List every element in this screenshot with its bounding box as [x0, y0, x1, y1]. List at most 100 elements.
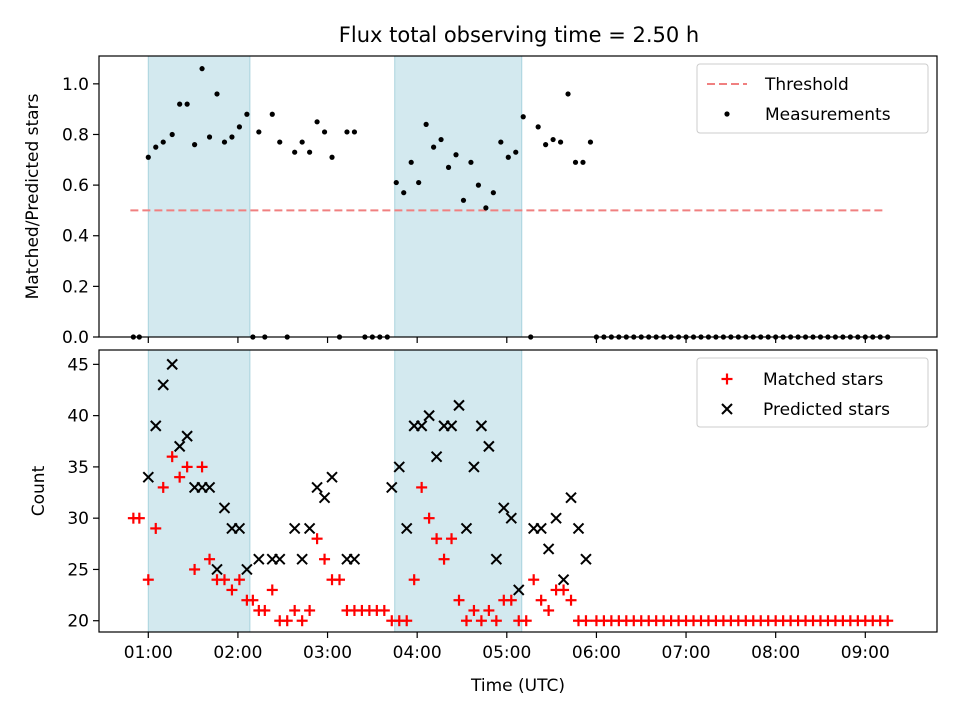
measurement-point — [505, 154, 511, 160]
predicted-star-point — [483, 440, 495, 453]
predicted-star-point — [580, 553, 592, 565]
measurement-point — [236, 124, 243, 130]
measurement-point — [169, 131, 175, 138]
predicted-star-point — [386, 481, 398, 494]
predicted-star-point — [348, 553, 361, 565]
x-tick-label: 01:00 — [124, 643, 173, 663]
bottom-legend: Matched stars Predicted stars — [696, 357, 929, 428]
matched-star-point — [259, 604, 271, 616]
bottom-legend-box — [696, 357, 929, 428]
predicted-star-point — [468, 461, 480, 473]
x-axis-label: Time (UTC) — [470, 676, 565, 696]
top-y-label: Matched/Predicted stars — [23, 93, 43, 299]
legend-matched-label: Matched stars — [763, 370, 883, 390]
x-tick-label: 08:00 — [751, 643, 800, 663]
measurement-point — [314, 119, 320, 125]
top-shade-1 — [394, 55, 523, 338]
predicted-star-point — [203, 481, 216, 494]
top-y-axis: 0.0 0.2 0.4 0.6 0.8 1.0 — [62, 75, 99, 348]
matched-star-point — [528, 574, 540, 586]
matched-star-point — [311, 533, 323, 545]
top-y-tick-label: 0.2 — [62, 277, 89, 297]
matched-star-point — [505, 594, 517, 606]
matched-star-point — [520, 615, 532, 627]
matched-star-point — [558, 584, 570, 596]
matched-star-point — [233, 574, 245, 586]
predicted-star-point — [318, 491, 331, 504]
measurement-point — [344, 129, 350, 135]
matched-star-point — [150, 522, 162, 534]
matched-star-point — [166, 451, 178, 463]
measurement-point — [256, 129, 262, 135]
matched-star-point — [446, 533, 458, 545]
predicted-star-point — [415, 420, 428, 432]
measurement-point — [145, 154, 151, 160]
bottom-y-tick-label: 30 — [67, 509, 89, 529]
measurement-point — [416, 179, 422, 186]
top-y-tick-label: 0.4 — [62, 227, 89, 247]
measurement-point — [160, 139, 166, 145]
measurement-point — [184, 101, 190, 107]
legend-measurements-swatch — [724, 111, 730, 117]
matched-star-point — [438, 553, 450, 565]
predicted-star-point — [326, 471, 338, 483]
top-plot-frame — [98, 55, 938, 338]
matched-star-point — [196, 461, 208, 473]
measurement-point — [423, 121, 429, 127]
measurement-point — [520, 114, 526, 120]
top-y-tick-label: 0.0 — [62, 328, 89, 348]
predicted-star-point — [393, 461, 405, 473]
measurement-point — [408, 159, 414, 165]
measurement-point — [214, 91, 220, 97]
matched-star-point — [218, 574, 230, 586]
matched-star-point — [401, 615, 413, 627]
measurement-point — [321, 129, 328, 135]
measurement-point — [498, 139, 504, 145]
bottom-y-tick-label: 25 — [67, 560, 89, 580]
top-legend-box — [696, 63, 929, 134]
predicted-star-point — [505, 512, 517, 524]
top-y-tick-label: 0.6 — [62, 176, 89, 196]
predicted-star-point — [303, 522, 316, 535]
measurement-point — [229, 134, 235, 140]
matched-star-point — [580, 615, 592, 627]
predicted-star-point — [166, 358, 178, 371]
matched-star-point — [189, 563, 201, 575]
measurement-point — [401, 190, 407, 196]
measurement-point — [557, 139, 564, 145]
matched-star-point — [453, 594, 465, 606]
measurement-point — [206, 134, 213, 140]
predicted-star-point — [490, 553, 503, 565]
matched-star-point — [157, 481, 169, 493]
bottom-shade-1 — [394, 349, 523, 633]
measurement-point — [351, 129, 358, 135]
legend-plus-marker — [721, 373, 733, 385]
predicted-star-point — [241, 563, 253, 576]
matched-star-point — [431, 533, 443, 545]
predicted-star-point — [296, 553, 308, 565]
matched-star-point — [181, 461, 193, 473]
legend-threshold-label: Threshold — [764, 75, 849, 95]
matched-star-point — [535, 594, 547, 606]
x-tick-label: 02:00 — [213, 643, 262, 663]
predicted-star-point — [157, 379, 169, 391]
measurement-point — [475, 182, 482, 188]
matched-star-point — [281, 615, 293, 627]
bottom-y-tick-label: 35 — [67, 458, 89, 478]
top-legend: Threshold Measurements — [696, 63, 929, 134]
matched-star-point — [882, 615, 894, 627]
measurement-point — [490, 190, 496, 196]
bottom-panel: 20 25 30 35 40 45 01:00 02:00 03:00 04:00 05:00 06… — [29, 349, 938, 696]
measurement-point — [177, 101, 183, 107]
measurement-point — [269, 111, 275, 117]
predicted-star-point — [218, 502, 231, 514]
predicted-star-point — [211, 563, 223, 576]
predicted-star-point — [401, 522, 413, 535]
measurement-point — [192, 142, 198, 148]
x-tick-label: 04:00 — [393, 643, 442, 663]
top-y-tick-label: 1.0 — [62, 75, 89, 95]
legend-matched-swatch — [721, 373, 733, 385]
measurement-point — [431, 144, 437, 150]
predicted-star-point — [460, 522, 473, 535]
legend-predicted-label: Predicted stars — [763, 400, 890, 420]
